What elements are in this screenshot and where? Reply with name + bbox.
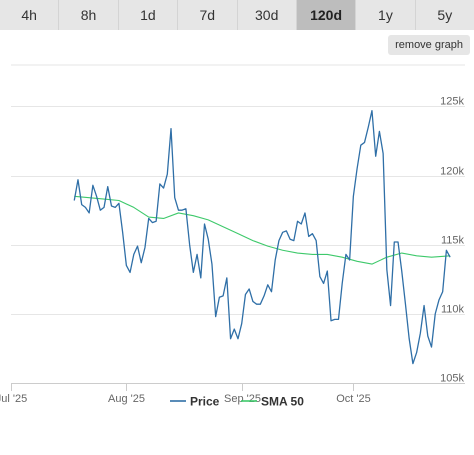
x-tick-label: Oct '25	[336, 393, 371, 405]
tab-8h[interactable]: 8h	[59, 0, 119, 30]
remove-graph-button[interactable]: remove graph	[388, 35, 470, 55]
x-tick-label: Jul '25	[0, 393, 27, 405]
x-tick-label: Sep '25	[224, 393, 261, 405]
chart-grid	[11, 64, 465, 315]
tab-4h[interactable]: 4h	[0, 0, 60, 30]
time-range-tabs: 4h 8h 1d 7d 30d 120d 1y 5y	[0, 0, 474, 30]
y-tick-label: 115k	[441, 235, 465, 247]
y-axis: 105k 110k 115k 120k 125k	[440, 96, 464, 385]
x-axis: Jul '25 Aug '25 Sep '25 Oct '25	[0, 383, 465, 405]
tab-120d[interactable]: 120d	[296, 0, 357, 30]
series-layer	[73, 109, 451, 365]
x-tick-label: Aug '25	[108, 393, 145, 405]
series-line-sma-50	[74, 195, 451, 265]
legend-item-sma-50: SMA 50	[241, 395, 304, 409]
tab-1y[interactable]: 1y	[356, 0, 416, 30]
legend-label: Price	[190, 395, 220, 409]
y-tick-label: 110k	[441, 304, 465, 316]
tab-5y[interactable]: 5y	[415, 0, 474, 30]
y-tick-label: 120k	[440, 166, 464, 178]
tab-7d[interactable]: 7d	[178, 0, 238, 30]
y-tick-label: 125k	[440, 96, 464, 108]
series-line-price	[73, 109, 451, 365]
chart-legend: Price SMA 50	[170, 395, 304, 409]
y-tick-label: 105k	[440, 373, 464, 385]
legend-item-price: Price	[170, 395, 220, 409]
legend-label: SMA 50	[261, 395, 304, 409]
tab-30d[interactable]: 30d	[237, 0, 297, 30]
tab-1d[interactable]: 1d	[118, 0, 179, 30]
